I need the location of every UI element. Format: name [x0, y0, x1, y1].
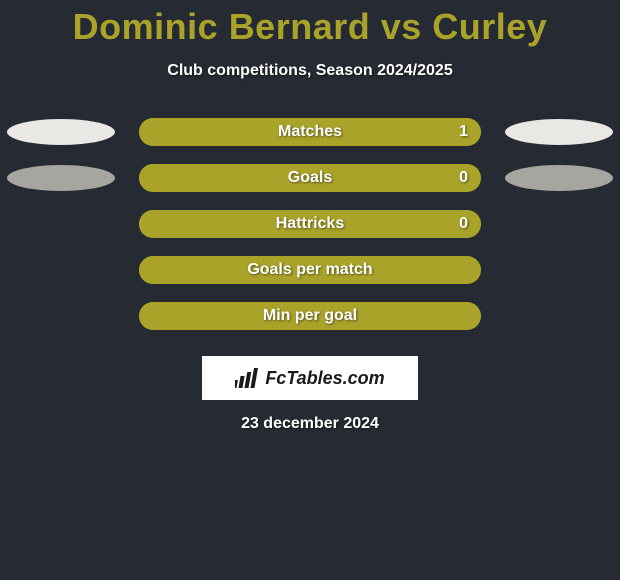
player2-marker: [505, 119, 613, 145]
player1-marker: [7, 165, 115, 191]
bar-track: [139, 164, 481, 192]
player1-marker: [7, 119, 115, 145]
comparison-widget: Dominic Bernard vs Curley Club competiti…: [0, 0, 620, 580]
bar-track: [139, 302, 481, 330]
bar-fill-player2: [139, 302, 481, 330]
bar-fill-player2: [139, 164, 481, 192]
stat-rows: Matches1Goals0Hattricks0Goals per matchM…: [0, 118, 620, 348]
bar-fill-player2: [139, 256, 481, 284]
page-title: Dominic Bernard vs Curley: [0, 0, 620, 48]
player2-marker: [505, 165, 613, 191]
stat-row: Min per goal: [0, 302, 620, 348]
stat-row: Matches1: [0, 118, 620, 164]
logo-box[interactable]: FcTables.com: [202, 356, 418, 400]
logo-inner: FcTables.com: [235, 368, 384, 389]
logo-text: FcTables.com: [265, 368, 384, 389]
subtitle: Club competitions, Season 2024/2025: [0, 62, 620, 80]
bar-track: [139, 256, 481, 284]
bar-track: [139, 118, 481, 146]
stat-row: Hattricks0: [0, 210, 620, 256]
date-text: 23 december 2024: [0, 415, 620, 433]
bar-track: [139, 210, 481, 238]
bar-fill-player2: [139, 210, 481, 238]
stat-row: Goals per match: [0, 256, 620, 302]
chart-bars-icon: [235, 368, 261, 388]
bar-fill-player2: [139, 118, 481, 146]
stat-row: Goals0: [0, 164, 620, 210]
